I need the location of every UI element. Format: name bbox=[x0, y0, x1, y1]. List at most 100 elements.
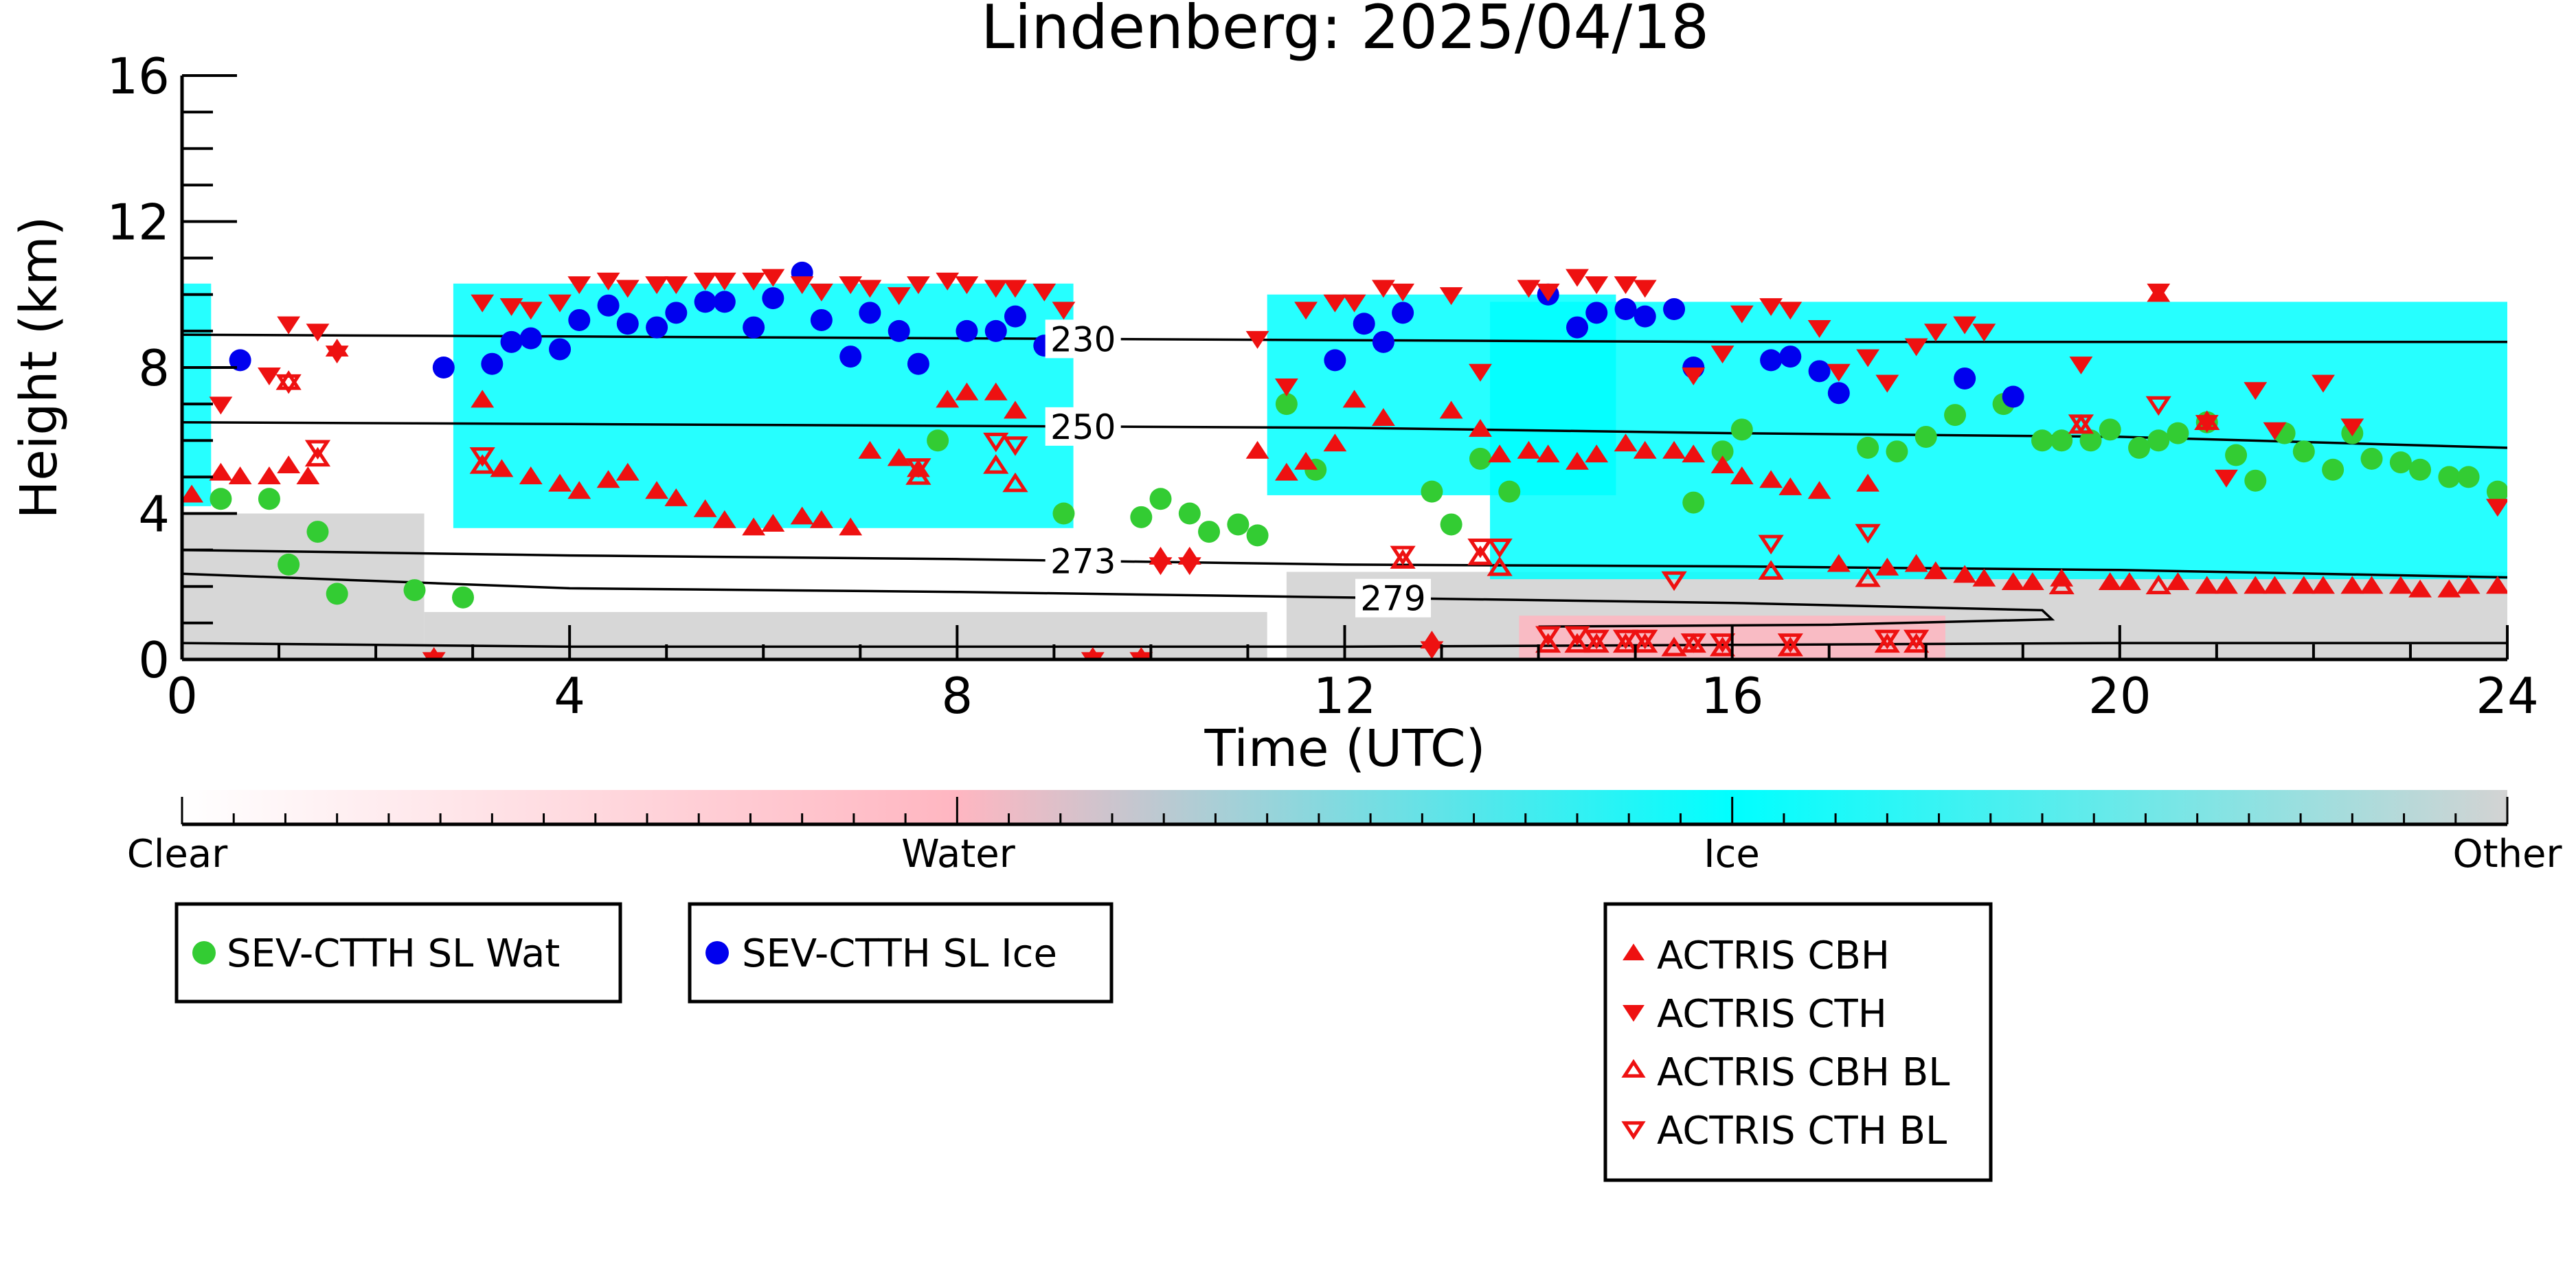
data-point bbox=[1730, 305, 1754, 324]
data-point bbox=[1710, 455, 1735, 474]
data-point bbox=[1758, 534, 1784, 555]
colorbar: Clear Water Ice Other bbox=[127, 790, 2562, 877]
data-point bbox=[210, 488, 232, 510]
data-point bbox=[907, 352, 929, 375]
data-point bbox=[646, 316, 668, 339]
colorbar-ticks bbox=[181, 797, 2509, 824]
data-point bbox=[645, 481, 669, 499]
data-point bbox=[229, 349, 251, 372]
data-point bbox=[1904, 554, 1928, 572]
data-point bbox=[2145, 396, 2171, 416]
data-point bbox=[1032, 283, 1057, 302]
data-point bbox=[1827, 363, 1851, 382]
x-axis-label: Time (UTC) bbox=[1204, 719, 1485, 778]
data-point bbox=[1535, 633, 1561, 653]
data-point bbox=[2485, 499, 2507, 517]
data-point bbox=[2360, 447, 2383, 470]
legend-label: SEV-CTTH SL Wat bbox=[227, 931, 560, 976]
data-point bbox=[1536, 444, 1560, 463]
colorbar-label-other: Other bbox=[2452, 832, 2562, 877]
data-point bbox=[859, 302, 881, 324]
data-point bbox=[1487, 538, 1513, 558]
data-point bbox=[1178, 502, 1201, 525]
data-point bbox=[1488, 444, 1512, 463]
data-point bbox=[858, 440, 882, 459]
data-point bbox=[1807, 481, 1831, 499]
legend-actris: ACTRIS CBH ACTRIS CTH ACTRIS CBH BL ACTR… bbox=[1603, 902, 1993, 1182]
data-point bbox=[209, 396, 233, 415]
data-point bbox=[597, 294, 620, 317]
axes: 0 4 8 12 16 0 4 8 12 16 20 24 bbox=[106, 47, 2538, 725]
data-point bbox=[1390, 545, 1416, 566]
data-point bbox=[1779, 346, 1802, 368]
data-point bbox=[742, 272, 766, 291]
data-point bbox=[1245, 330, 1269, 349]
data-point bbox=[2069, 357, 2093, 375]
data-point bbox=[1661, 571, 1687, 591]
data-point bbox=[1323, 433, 1347, 452]
data-point bbox=[839, 276, 863, 295]
data-point bbox=[1353, 313, 1375, 335]
y-tick-label: 12 bbox=[106, 194, 170, 251]
data-point bbox=[1857, 436, 1879, 459]
data-point bbox=[2340, 576, 2364, 594]
data-point bbox=[228, 466, 252, 484]
legend-label: ACTRIS CTH BL bbox=[1657, 1109, 1947, 1153]
data-point bbox=[2048, 574, 2075, 595]
data-point bbox=[1953, 565, 1977, 583]
data-point bbox=[1585, 276, 1609, 295]
data-point bbox=[490, 459, 514, 477]
contour-line bbox=[182, 333, 2507, 343]
y-tick-label: 0 bbox=[138, 631, 170, 689]
data-point bbox=[2001, 572, 2025, 591]
data-point bbox=[1536, 283, 1560, 302]
data-point bbox=[2050, 429, 2073, 452]
data-point bbox=[1634, 305, 1656, 328]
contour-label-bg bbox=[1355, 578, 1432, 618]
y-tick-label: 4 bbox=[138, 486, 170, 543]
data-point bbox=[1923, 324, 1947, 342]
data-point bbox=[1711, 440, 1734, 463]
data-point bbox=[762, 287, 784, 310]
data-point bbox=[1923, 561, 1947, 580]
data-point bbox=[790, 276, 814, 295]
data-point bbox=[645, 276, 669, 295]
data-point bbox=[2244, 469, 2267, 492]
data-point bbox=[2408, 579, 2432, 598]
data-point bbox=[1972, 324, 1996, 342]
data-point bbox=[519, 466, 543, 484]
cloud-region-other bbox=[424, 611, 1267, 659]
data-point bbox=[2312, 576, 2335, 594]
legend-label: ACTRIS CBH bbox=[1657, 934, 1890, 978]
colorbar-label-clear: Clear bbox=[127, 832, 228, 877]
data-point bbox=[1535, 626, 1561, 646]
data-point bbox=[1661, 636, 1687, 657]
data-point bbox=[1612, 633, 1639, 653]
data-point bbox=[548, 473, 572, 492]
data-point bbox=[1392, 302, 1414, 324]
contour-line bbox=[182, 420, 2507, 449]
data-point bbox=[548, 294, 572, 313]
data-point bbox=[2098, 572, 2122, 591]
data-point bbox=[984, 319, 1007, 342]
contour-line bbox=[182, 572, 2055, 628]
data-point bbox=[810, 308, 833, 331]
data-point bbox=[984, 280, 1008, 298]
data-point bbox=[2437, 579, 2461, 598]
contour-label: 230 bbox=[1050, 319, 1116, 359]
data-point bbox=[1663, 298, 1686, 320]
data-point bbox=[1760, 349, 1783, 372]
data-point bbox=[304, 447, 331, 467]
data-point bbox=[1856, 349, 1880, 368]
data-point bbox=[906, 276, 930, 295]
contour-label-bg bbox=[1045, 541, 1121, 580]
contour-label-bg bbox=[1045, 319, 1121, 359]
data-point bbox=[2147, 429, 2170, 452]
series-markers bbox=[182, 261, 2507, 659]
data-point bbox=[761, 269, 785, 287]
cloud-region-ice bbox=[453, 283, 1074, 528]
data-point bbox=[1855, 567, 1881, 587]
data-point bbox=[809, 510, 833, 528]
data-point bbox=[858, 280, 882, 298]
series-1 bbox=[229, 261, 2024, 408]
